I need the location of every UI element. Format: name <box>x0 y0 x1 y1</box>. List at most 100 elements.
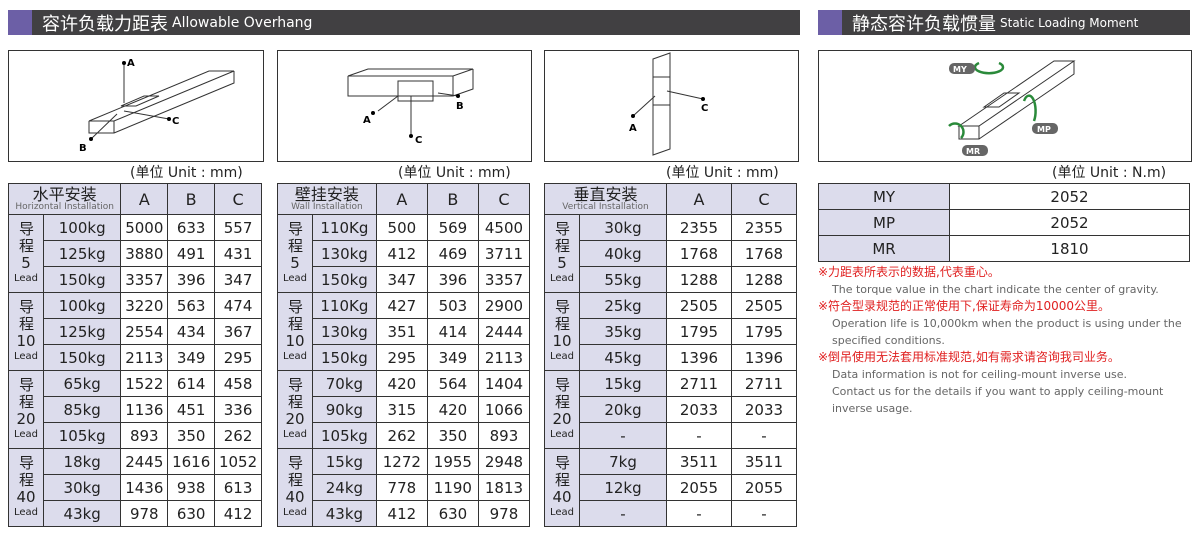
value-cell: 2355 <box>665 214 732 241</box>
lead-cell: 导程 40 Lead <box>277 448 313 527</box>
lead-value: 40 <box>285 487 305 506</box>
value-cell: 2948 <box>477 448 531 475</box>
value-cell: 1813 <box>477 474 531 501</box>
load-cell: 43kg <box>42 500 122 527</box>
table-row: 125kg 3880 491 431 <box>9 240 262 267</box>
lead-label-zh: 导程 <box>17 298 35 333</box>
value-cell: 2554 <box>120 318 169 345</box>
value-cell: 3711 <box>477 240 531 267</box>
load-cell: 110Kg <box>312 292 377 319</box>
table-row: 12kg 2055 2055 <box>545 474 798 501</box>
table-row: 35kg 1795 1795 <box>545 318 798 345</box>
value-cell: 2711 <box>730 370 798 397</box>
load-cell: 85kg <box>42 396 122 423</box>
svg-text:B: B <box>79 143 87 154</box>
value-cell: 1768 <box>730 240 798 267</box>
value-cell: 2444 <box>477 318 531 345</box>
unit-label: (单位 Unit : mm) <box>666 165 779 181</box>
lead-label-zh: 导程 <box>17 376 35 411</box>
unit-label: (单位 Unit : N.m) <box>1052 165 1167 181</box>
value-cell: 2113 <box>120 344 169 371</box>
value-cell: 2033 <box>730 396 798 423</box>
lead-value: 5 <box>557 253 567 272</box>
load-cell: 43kg <box>312 500 377 527</box>
value-cell: 778 <box>375 474 428 501</box>
lead-label-en: Lead <box>13 350 39 362</box>
svg-text:MP: MP <box>1037 125 1051 134</box>
value-cell: 1768 <box>665 240 732 267</box>
value-cell: 557 <box>214 214 262 241</box>
lead-label-en: Lead <box>282 428 308 440</box>
value-cell: 295 <box>375 344 428 371</box>
lead-cell: 导程 20 Lead <box>8 370 44 449</box>
lead-label-en: Lead <box>549 428 575 440</box>
value-cell: 396 <box>167 266 216 293</box>
table-row: 导程 10 Lead 110Kg 427 503 2900 <box>277 292 531 371</box>
value-cell: 1272 <box>375 448 428 475</box>
value-cell: 469 <box>426 240 479 267</box>
lead-value: 5 <box>290 253 300 272</box>
note-zh: ※倒吊使用无法套用标准规范,如有需求请咨询我司业务。 <box>818 350 1120 364</box>
table-row: --- <box>545 422 798 449</box>
lead-label-en: Lead <box>282 350 308 362</box>
load-cell: 45kg <box>579 344 667 371</box>
header-title-en: Allowable Overhang <box>172 14 313 31</box>
lead-cell: 导程 5 Lead <box>8 214 44 293</box>
lead-label-zh: 导程 <box>286 298 304 333</box>
value-cell: 349 <box>167 344 216 371</box>
value-cell: 2355 <box>730 214 798 241</box>
value-cell: 2505 <box>665 292 732 319</box>
lead-value: 10 <box>552 331 572 350</box>
moment-label: MR <box>818 235 950 262</box>
table-row: 150kg 347 396 3357 <box>278 266 531 293</box>
value-cell: 412 <box>214 500 262 527</box>
note-en: specified conditions. <box>832 334 945 347</box>
load-cell: 125kg <box>42 240 122 267</box>
table-row: 导程 40 Lead 7kg 3511 3511 <box>544 448 798 527</box>
unit-label: (单位 Unit : mm) <box>398 165 511 181</box>
note-zh: ※力距表所表示的数据,代表重心。 <box>818 265 1000 279</box>
wall-installation-figure: A C B <box>277 50 532 162</box>
value-cell: 630 <box>167 500 216 527</box>
value-cell: 396 <box>426 266 479 293</box>
value-cell: 3357 <box>120 266 169 293</box>
value-cell: 3511 <box>665 448 732 475</box>
table-row: 30kg 1436 938 613 <box>9 474 262 501</box>
lead-cell: 导程 5 Lead <box>277 214 313 293</box>
column-header-c: C <box>477 183 531 215</box>
svg-text:MY: MY <box>953 65 967 74</box>
installation-title: 垂直安装 <box>573 185 638 204</box>
lead-cell: 导程 5 Lead <box>544 214 580 293</box>
value-cell: 336 <box>214 396 262 423</box>
lead-value: 10 <box>285 331 305 350</box>
table-row: 导程 10 Lead 100kg 3220 563 474 <box>8 292 262 371</box>
installation-type-header: 壁挂安装 Wall Installation <box>277 183 377 215</box>
moment-label: MP <box>818 209 950 236</box>
note-en: inverse usage. <box>832 402 913 415</box>
table-row: 55kg 1288 1288 <box>545 266 798 293</box>
load-cell: 70kg <box>312 370 377 397</box>
value-cell: 5000 <box>120 214 169 241</box>
lead-label-zh: 导程 <box>286 220 304 255</box>
lead-label-en: Lead <box>282 272 308 284</box>
load-cell: 65kg <box>42 370 122 397</box>
header-row: 壁挂安装 Wall Installation A B C <box>277 183 531 215</box>
value-cell: - <box>730 422 798 449</box>
value-cell: 978 <box>120 500 169 527</box>
value-cell: 451 <box>167 396 216 423</box>
installation-title: 壁挂安装 <box>294 185 359 204</box>
svg-text:A: A <box>363 115 371 126</box>
value-cell: 458 <box>214 370 262 397</box>
lead-cell: 导程 20 Lead <box>544 370 580 449</box>
table-row: 90kg 315 420 1066 <box>278 396 531 423</box>
table-row: 85kg 1136 451 336 <box>9 396 262 423</box>
value-cell: 1136 <box>120 396 169 423</box>
value-cell: 569 <box>426 214 479 241</box>
value-cell: 2445 <box>120 448 169 475</box>
load-cell: 24kg <box>312 474 377 501</box>
value-cell: - <box>665 500 732 527</box>
value-cell: 1396 <box>730 344 798 371</box>
load-cell: 40kg <box>579 240 667 267</box>
table-row: 24kg 778 1190 1813 <box>278 474 531 501</box>
